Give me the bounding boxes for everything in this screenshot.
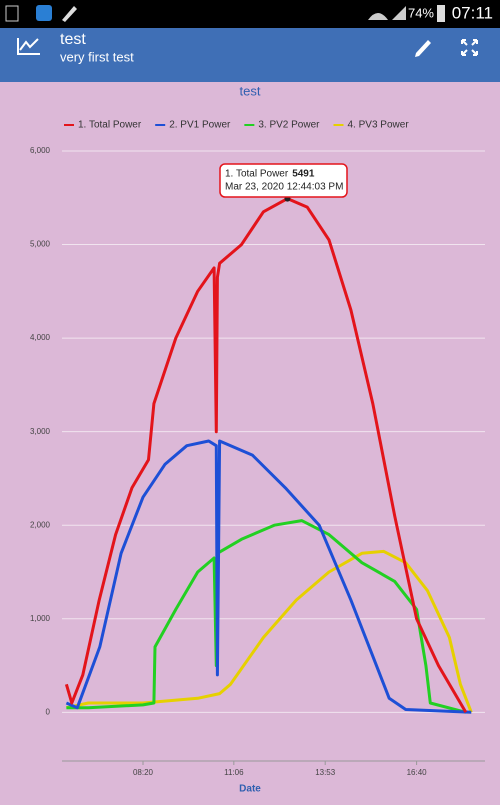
y-tick-label: 4,000	[30, 333, 51, 342]
y-tick-label: 2,000	[30, 520, 51, 529]
legend-label: 2. PV1 Power	[169, 120, 231, 131]
battery-percent: 74%	[408, 5, 434, 20]
series-line	[64, 197, 468, 714]
edit-button[interactable]	[415, 40, 431, 57]
y-tick-label: 3,000	[30, 427, 51, 436]
status-icon	[5, 5, 19, 22]
status-icon	[62, 6, 77, 22]
x-tick-label: 13:53	[315, 768, 336, 777]
y-tick-label: 6,000	[30, 146, 51, 155]
y-tick-label: 5,000	[30, 240, 51, 249]
tooltip-date: Mar 23, 2020 12:44:03 PM	[225, 182, 343, 193]
chart-title: test	[240, 83, 261, 98]
wifi-icon	[368, 13, 388, 20]
x-tick-label: 08:20	[133, 768, 154, 777]
legend-label: 3. PV2 Power	[258, 120, 320, 131]
battery-icon	[437, 5, 445, 22]
status-icon	[36, 5, 52, 21]
series-line	[66, 519, 467, 714]
app-icon[interactable]	[17, 38, 40, 55]
x-tick-label: 11:06	[224, 768, 244, 777]
tooltip-box	[219, 163, 348, 198]
tooltip: 1. Total Power 5491 Mar 23, 2020 12:44:03 …	[219, 163, 348, 198]
status-bar	[0, 0, 500, 28]
tooltip-series: 1. Total Power	[225, 169, 289, 180]
y-tick-label: 1,000	[30, 614, 51, 623]
app-title: test	[60, 31, 86, 48]
legend-label: 1. Total Power	[78, 120, 142, 131]
signal-icon	[392, 6, 406, 20]
clock: 07:11	[452, 3, 493, 22]
y-tick-label: 0	[46, 707, 51, 716]
x-axis-label: Date	[239, 784, 261, 795]
fullscreen-button[interactable]	[461, 39, 478, 56]
legend-label: 4. PV3 Power	[348, 120, 410, 131]
series-line	[66, 549, 473, 713]
app-subtitle: very first test	[60, 49, 134, 64]
x-tick-label: 16:40	[407, 768, 428, 777]
tooltip-value: 5491	[292, 169, 315, 180]
series-line	[65, 439, 472, 714]
